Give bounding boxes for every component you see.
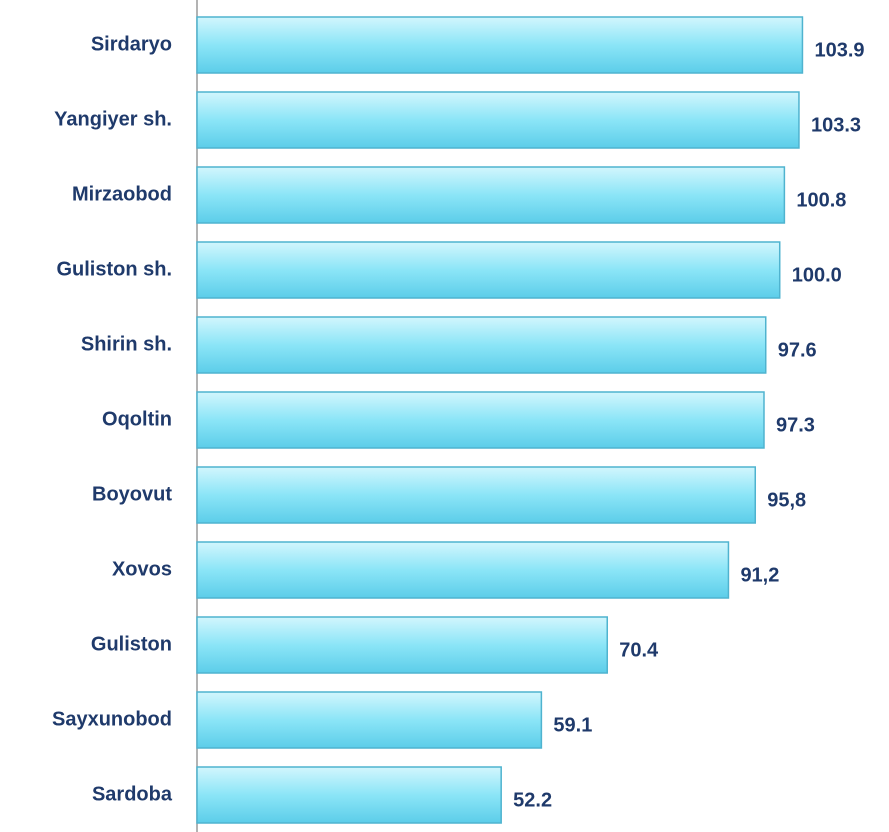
bar (196, 691, 543, 749)
category-label: Boyovut (92, 483, 172, 505)
bar (196, 91, 800, 149)
category-label: Sirdaryo (91, 33, 172, 55)
bar (196, 616, 608, 674)
category-label: Guliston (91, 633, 172, 655)
value-label: 52.2 (513, 789, 552, 811)
category-label: Xovos (112, 558, 172, 580)
bar (196, 166, 786, 224)
category-label: Shirin sh. (81, 333, 172, 355)
value-label: 100.0 (792, 264, 842, 286)
value-label: 100.8 (796, 189, 846, 211)
category-label: Sardoba (92, 783, 173, 805)
value-label: 97.3 (776, 414, 815, 436)
bar (196, 766, 502, 824)
category-label: Guliston sh. (56, 258, 172, 280)
category-label: Sayxunobod (52, 708, 172, 730)
value-label: 70.4 (619, 639, 659, 661)
value-label: 95,8 (767, 489, 806, 511)
value-label: 97.6 (778, 339, 817, 361)
bar (196, 16, 804, 74)
value-label: 59.1 (553, 714, 592, 736)
value-label: 103.9 (814, 39, 864, 61)
bar (196, 466, 757, 524)
bar (196, 241, 781, 299)
value-label: 91,2 (740, 564, 779, 586)
category-label: Mirzaobod (72, 183, 172, 205)
bar (196, 391, 765, 449)
value-label: 103.3 (811, 114, 861, 136)
category-label: Oqoltin (102, 408, 172, 430)
bar (196, 541, 730, 599)
bar (196, 316, 767, 374)
category-label: Yangiyer sh. (54, 108, 172, 130)
